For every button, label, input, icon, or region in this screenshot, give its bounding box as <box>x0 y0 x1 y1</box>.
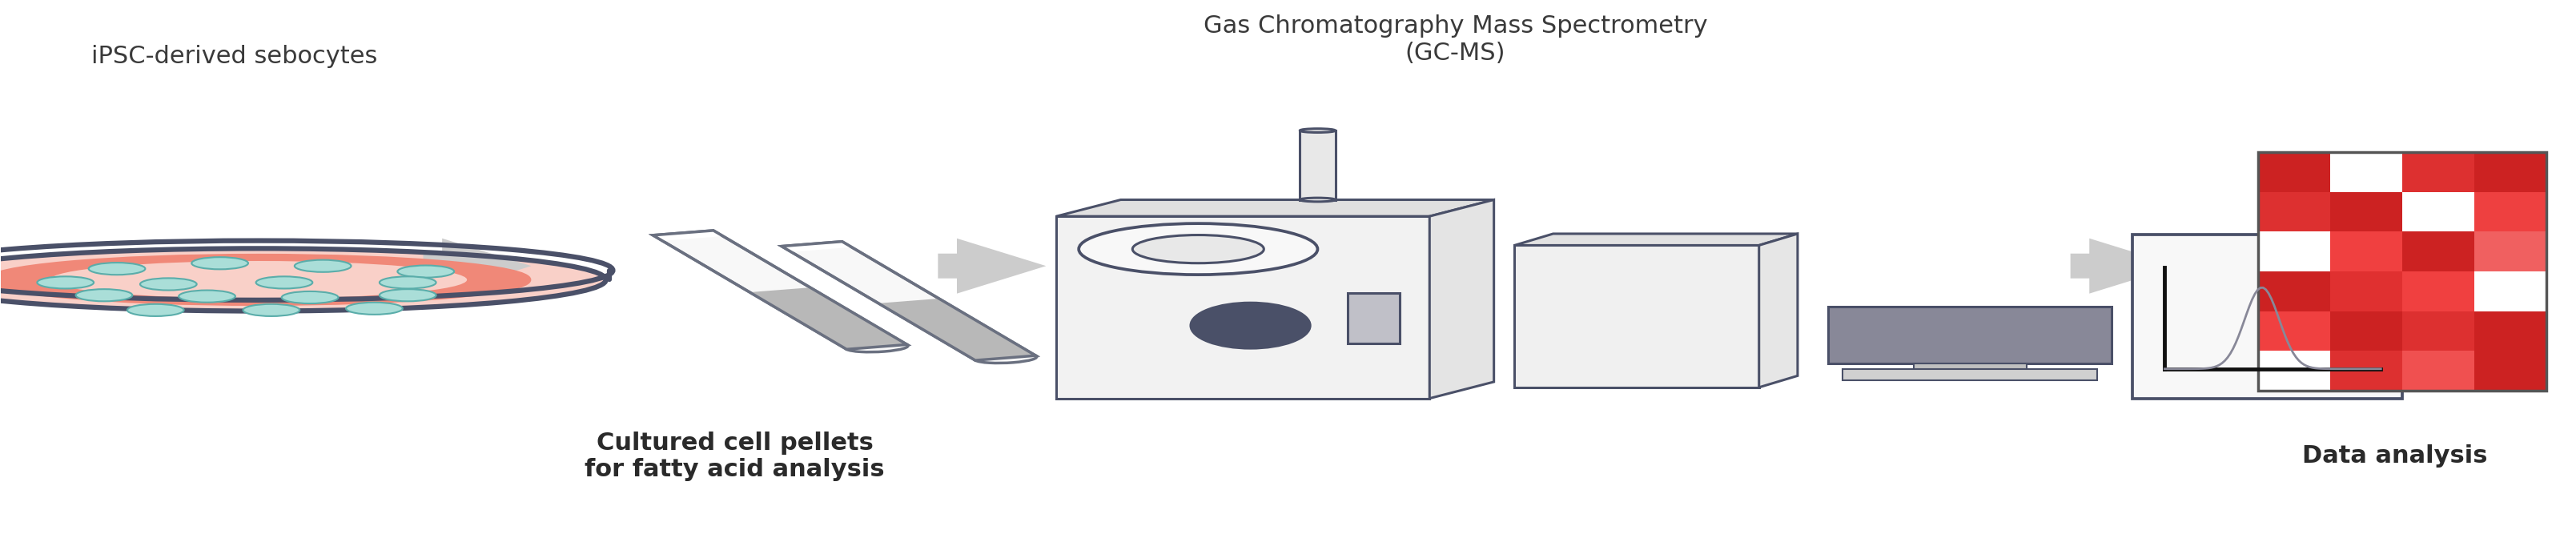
Bar <box>2259 232 2331 271</box>
Bar <box>2331 152 2403 192</box>
Ellipse shape <box>1301 198 1334 202</box>
Bar <box>2331 271 2403 311</box>
Text: Gas Chromatography Mass Spectrometry
(GC-MS): Gas Chromatography Mass Spectrometry (GC… <box>1203 14 1708 65</box>
Circle shape <box>75 289 131 301</box>
Circle shape <box>242 304 299 316</box>
Bar <box>2331 192 2403 232</box>
Bar <box>2331 311 2403 351</box>
Bar <box>1347 293 1399 344</box>
Circle shape <box>88 263 144 275</box>
Polygon shape <box>1515 234 1798 245</box>
Bar <box>2259 351 2331 391</box>
Ellipse shape <box>0 249 605 311</box>
Circle shape <box>294 260 350 272</box>
Bar <box>2259 311 2331 351</box>
Circle shape <box>281 291 337 304</box>
Circle shape <box>139 278 196 290</box>
Circle shape <box>1079 223 1316 275</box>
Polygon shape <box>422 238 531 294</box>
Polygon shape <box>2071 238 2179 294</box>
Ellipse shape <box>49 261 466 299</box>
Text: Data analysis: Data analysis <box>2303 445 2488 468</box>
Polygon shape <box>652 230 724 241</box>
Bar <box>2259 152 2548 391</box>
Ellipse shape <box>845 342 907 352</box>
Polygon shape <box>1056 216 1430 398</box>
Bar <box>2476 351 2548 391</box>
Bar <box>2259 192 2331 232</box>
Polygon shape <box>938 238 1046 294</box>
Bar <box>1914 363 2027 372</box>
Bar <box>2476 152 2548 192</box>
Bar <box>2403 311 2476 351</box>
Bar <box>2403 152 2476 192</box>
Text: Cultured cell pellets
for fatty acid analysis: Cultured cell pellets for fatty acid ana… <box>585 431 884 481</box>
Ellipse shape <box>974 353 1036 363</box>
Bar <box>1842 369 2097 380</box>
Circle shape <box>36 276 93 289</box>
Bar <box>2476 192 2548 232</box>
Bar <box>1301 131 1334 200</box>
Circle shape <box>345 302 402 315</box>
Bar <box>2259 271 2331 311</box>
Ellipse shape <box>1190 303 1311 348</box>
Bar <box>2476 232 2548 271</box>
Bar <box>2259 152 2331 192</box>
Polygon shape <box>781 242 1036 360</box>
Circle shape <box>191 257 247 269</box>
Polygon shape <box>781 242 853 252</box>
Polygon shape <box>1430 200 1494 398</box>
Circle shape <box>126 304 183 316</box>
Polygon shape <box>750 288 907 349</box>
Circle shape <box>379 289 435 301</box>
Text: iPSC-derived sebocytes: iPSC-derived sebocytes <box>90 45 376 68</box>
Bar <box>1829 307 2112 363</box>
Circle shape <box>1133 235 1265 263</box>
Ellipse shape <box>0 255 531 304</box>
Bar <box>2476 311 2548 351</box>
Polygon shape <box>652 230 907 349</box>
Circle shape <box>255 276 312 289</box>
Circle shape <box>379 276 435 289</box>
Circle shape <box>178 290 234 302</box>
Circle shape <box>397 265 453 278</box>
Bar <box>2403 351 2476 391</box>
Bar <box>2133 234 2403 398</box>
Bar <box>2331 351 2403 391</box>
Polygon shape <box>878 299 1036 360</box>
Bar <box>2403 232 2476 271</box>
Bar <box>2331 232 2403 271</box>
Polygon shape <box>1759 234 1798 387</box>
Ellipse shape <box>1301 129 1334 132</box>
Bar <box>2476 271 2548 311</box>
Polygon shape <box>1056 200 1494 216</box>
Bar <box>2403 271 2476 311</box>
Polygon shape <box>1515 245 1759 387</box>
Bar <box>2403 192 2476 232</box>
